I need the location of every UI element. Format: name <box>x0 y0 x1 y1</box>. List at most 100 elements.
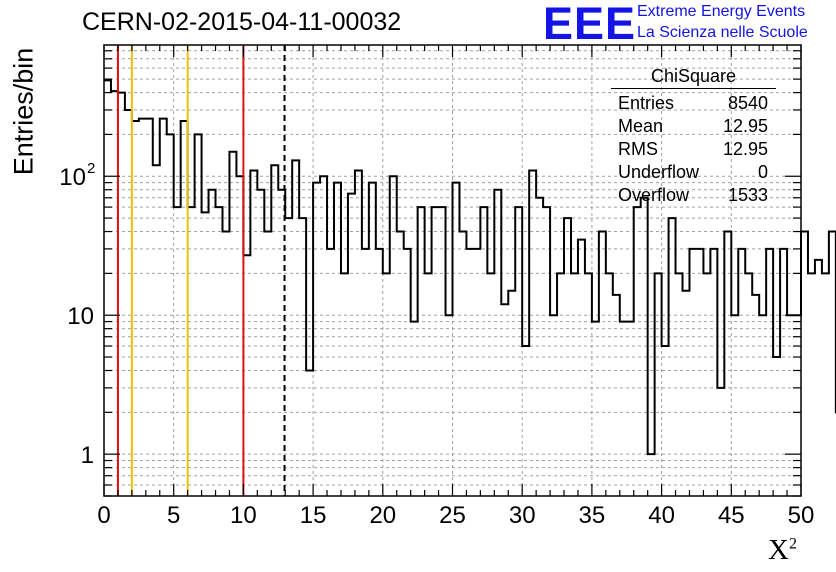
histogram-bin <box>132 121 139 496</box>
eee-logo: EEE <box>543 0 637 49</box>
histogram-bin <box>306 371 313 496</box>
histogram-bin <box>794 315 801 496</box>
histogram-bin <box>543 207 550 496</box>
histogram-bin <box>620 322 627 496</box>
x-tick-label: 40 <box>648 502 675 529</box>
histogram-bin <box>536 198 543 496</box>
histogram-bin <box>571 273 578 496</box>
histogram-bin <box>153 165 160 496</box>
histogram-bin <box>320 176 327 496</box>
histogram-bin <box>341 273 348 496</box>
histogram-bin <box>313 183 320 496</box>
histogram-bin <box>418 207 425 496</box>
histogram-bin <box>362 249 369 496</box>
stats-value: 1533 <box>727 185 768 205</box>
stats-box-title: ChiSquare <box>611 66 776 89</box>
histogram-bin <box>662 346 669 496</box>
histogram-bin <box>195 134 202 496</box>
histogram-bin <box>292 160 299 496</box>
x-axis-label-base: X <box>768 534 789 566</box>
stats-label: Entries <box>618 93 675 113</box>
histogram-bin <box>780 249 787 496</box>
histogram-bin <box>453 183 460 496</box>
histogram-bin <box>376 249 383 496</box>
histogram-bin <box>243 255 250 496</box>
histogram-bin <box>390 176 397 496</box>
histogram-bin <box>787 315 794 496</box>
histogram-bin <box>564 218 571 496</box>
histogram-bin <box>236 176 243 496</box>
histogram-bin <box>397 232 404 496</box>
histogram-bin <box>550 315 557 496</box>
histogram-bin <box>599 232 606 496</box>
histogram-bin <box>683 291 690 496</box>
histogram-bin <box>578 240 585 496</box>
histogram-bin <box>167 134 174 496</box>
histogram-bin <box>425 273 432 496</box>
histogram-bin <box>641 198 648 496</box>
histogram-bin <box>529 170 536 496</box>
histogram-bin <box>759 315 766 496</box>
y-tick-label: 1 <box>81 442 94 469</box>
histogram-bin <box>222 232 229 496</box>
histogram-bars <box>104 79 836 496</box>
stats-label: RMS <box>618 139 658 159</box>
histogram-bin <box>724 232 731 496</box>
histogram-bin <box>613 295 620 496</box>
histogram-bin <box>508 291 515 496</box>
histogram-bin <box>383 273 390 496</box>
histogram-bin <box>585 273 592 496</box>
histogram-bin <box>202 212 209 496</box>
histogram-bin <box>327 249 334 496</box>
x-tick-label: 35 <box>579 502 606 529</box>
chart-title: CERN-02-2015-04-11-00032 <box>82 8 402 36</box>
x-tick-label: 0 <box>97 502 110 529</box>
histogram-bin <box>703 273 710 496</box>
histogram-bin <box>432 207 439 496</box>
stats-label: Underflow <box>618 162 700 182</box>
histogram-bin <box>696 249 703 496</box>
stats-row-mean: Mean 12.95 <box>611 115 776 138</box>
logo-line-2: La Scienza nelle Scuole <box>637 24 808 41</box>
x-tick-label: 15 <box>300 502 327 529</box>
histogram-bin <box>669 218 676 496</box>
y-tick-label: 10 <box>59 164 86 191</box>
histogram-bin <box>229 152 236 496</box>
histogram-bin <box>522 346 529 496</box>
stats-box: ChiSquare Entries 8540 Mean 12.95 RMS 12.95… <box>611 66 776 207</box>
histogram-bin <box>655 273 662 496</box>
histogram-bin <box>766 249 773 496</box>
histogram-outline <box>104 79 836 456</box>
histogram-bin <box>801 232 808 496</box>
stats-label: Mean <box>618 116 664 136</box>
stats-row-entries: Entries 8540 <box>611 92 776 115</box>
histogram-bin <box>139 119 146 496</box>
stats-value: 8540 <box>727 93 768 113</box>
histogram-bin <box>271 165 278 496</box>
x-axis-label: X2 <box>768 534 797 567</box>
histogram-bin <box>557 273 564 496</box>
x-tick-label: 10 <box>230 502 257 529</box>
histogram-bin <box>369 183 376 496</box>
histogram-bin <box>257 190 264 496</box>
x-tick-label: 50 <box>788 502 815 529</box>
histogram-bin <box>125 110 132 496</box>
stats-label: Overflow <box>618 185 690 205</box>
histogram-bin <box>808 273 815 496</box>
histogram-bin <box>606 273 613 496</box>
x-tick-label: 20 <box>369 502 396 529</box>
histogram-bin <box>822 273 829 496</box>
histogram-bin <box>285 218 292 496</box>
histogram-bin <box>466 249 473 496</box>
stats-row-overflow: Overflow 1533 <box>611 184 776 207</box>
histogram-bin <box>738 249 745 496</box>
x-tick-label: 30 <box>509 502 536 529</box>
histogram-bin <box>111 91 118 496</box>
histogram-bin <box>473 249 480 496</box>
histogram-bin <box>446 315 453 496</box>
histogram-bin <box>160 119 167 496</box>
histogram-bin <box>676 273 683 496</box>
stats-value: 12.95 <box>722 139 768 159</box>
axes <box>103 44 802 497</box>
